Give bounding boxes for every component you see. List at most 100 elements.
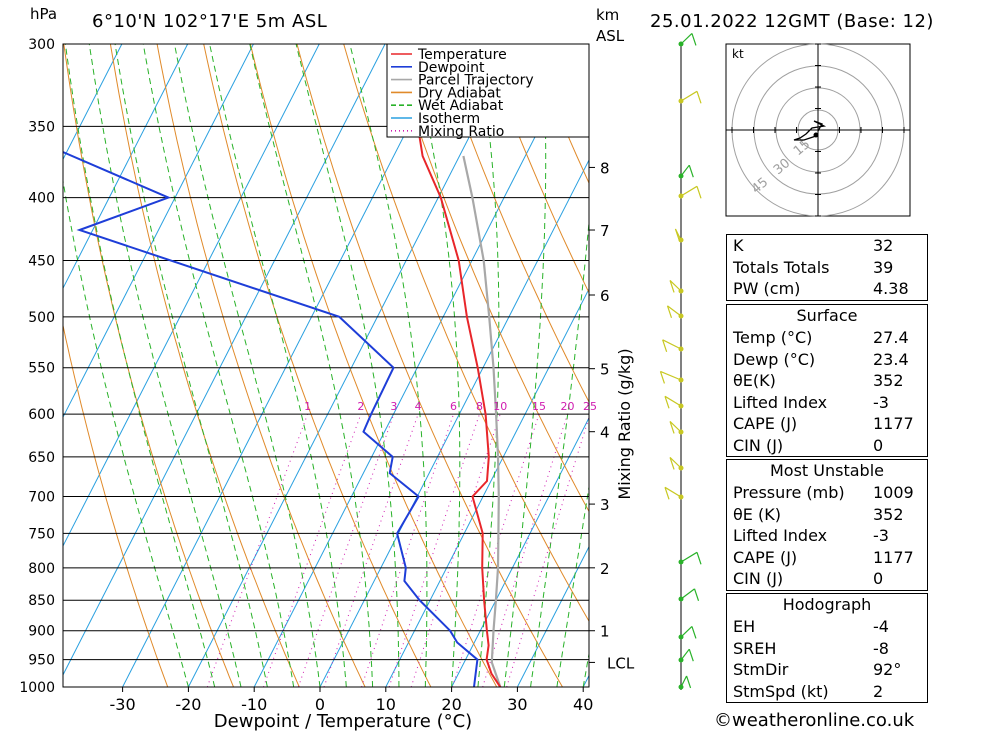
wind-barb-shaft xyxy=(680,33,693,45)
pressure-tick-label: 950 xyxy=(28,653,55,669)
dry-adiabat-line xyxy=(436,44,589,403)
mixing-ratio-label: 25 xyxy=(583,400,597,413)
x-tick-label: -10 xyxy=(241,695,267,714)
dry-adiabat-line xyxy=(343,44,589,623)
table-row: CIN (J) 0 xyxy=(733,435,884,455)
wind-barb-flag xyxy=(674,228,681,242)
wind-barb-shaft xyxy=(680,551,698,563)
mixing-ratio-axis-label: Mixing Ratio (g/kg) xyxy=(615,348,634,499)
plot-frame xyxy=(62,43,590,688)
wind-barbs xyxy=(659,33,702,690)
mixing-ratio-label: 20 xyxy=(560,400,574,413)
profiles xyxy=(63,44,502,687)
table-row: Lifted Index -3 xyxy=(733,526,889,545)
asl-label: ASL xyxy=(596,27,625,45)
datetime-title: 25.01.2022 12GMT (Base: 12) xyxy=(650,11,934,32)
legend-entry: Wet Adiabat xyxy=(418,98,504,114)
legend-entry: Temperature xyxy=(417,47,507,63)
wind-barb-flag xyxy=(696,552,702,565)
isotherm-line xyxy=(319,158,589,687)
wind-barb-shaft xyxy=(680,588,695,600)
legend-entry: Dry Adiabat xyxy=(418,85,501,101)
wind-barb-shaft xyxy=(664,395,682,407)
wet-adiabat-line xyxy=(142,44,295,687)
isotherm-line xyxy=(63,44,386,676)
wet-adiabat-line xyxy=(249,44,374,687)
wet-adiabat-line xyxy=(64,44,216,687)
wet-adiabat-line xyxy=(114,44,268,687)
isotherm-line xyxy=(385,287,589,687)
wind-barb-flag xyxy=(688,164,694,178)
table-row: StmDir 92° xyxy=(733,660,902,679)
surface-table: Surface Temp (°C) 27.4 Dewp (°C) 23.4 θE(K… xyxy=(726,304,928,457)
hodograph-title: Hodograph xyxy=(782,595,872,614)
legend-entry: Isotherm xyxy=(418,111,480,127)
table-row: θE (K) 352 xyxy=(733,504,904,524)
dry-adiabat-line xyxy=(296,44,563,687)
mixing-ratio-line xyxy=(506,415,589,687)
km-tick-label: 5 xyxy=(600,361,610,379)
legend-box xyxy=(386,43,590,138)
mixing-ratio-line xyxy=(388,414,480,687)
km-tick-label: LCL xyxy=(607,654,635,672)
x-tick-label: 30 xyxy=(507,695,527,714)
wind-barb-flag xyxy=(669,421,675,434)
pressure-tick-label: 600 xyxy=(28,407,55,423)
isotherm-line xyxy=(63,44,254,419)
wind-barb-flag xyxy=(666,305,673,319)
table-row: SREH -8 xyxy=(733,638,889,658)
temperature-line xyxy=(403,44,502,687)
pressure-tick-label: 900 xyxy=(28,624,55,640)
wind-barb-flag xyxy=(685,675,692,689)
wet-adiabat-line xyxy=(349,44,428,687)
wind-barb-shaft xyxy=(680,626,693,638)
x-tick-label: 0 xyxy=(315,695,325,714)
pressure-tick-label: 550 xyxy=(28,361,55,377)
mixing-ratio-labels: 1 2 3 4 6 8 10 15 20 25 xyxy=(304,400,597,413)
most-unstable-table: Most Unstable Pressure (mb) 1009 θE (K) 35… xyxy=(726,459,928,591)
wind-barb-flag xyxy=(664,487,670,500)
wind-barb-flag xyxy=(696,186,702,199)
legend-entry: Dewpoint xyxy=(418,60,485,76)
most-unstable-title: Most Unstable xyxy=(770,461,884,480)
dry-adiabat-line xyxy=(950,44,1000,687)
wind-barb-flag xyxy=(696,91,702,104)
isotherm-line xyxy=(516,545,589,687)
km-ticks: 8 7 6 5 4 3 2 1 LCL xyxy=(589,159,635,672)
mixing-ratio-label: 3 xyxy=(390,400,397,413)
km-tick-label: 1 xyxy=(600,623,610,641)
wind-barb-shaft xyxy=(660,370,682,381)
table-row: Dewp (°C) 23.4 xyxy=(733,349,909,369)
mixing-ratio-line xyxy=(206,414,309,687)
wet-adiabat-line xyxy=(503,44,547,687)
table-row: θE(K) 352 xyxy=(733,371,904,390)
wind-barb-shaft xyxy=(680,185,698,197)
x-tick-label: -20 xyxy=(175,695,201,714)
isotherm-line xyxy=(63,44,123,161)
pressure-levels: 300 350 400 450 500 550 600 650 700 750 800 850 900 9… xyxy=(19,37,589,696)
pressure-tick-label: 650 xyxy=(28,450,55,466)
wind-barb-flag xyxy=(669,280,675,293)
isotherm-line xyxy=(451,416,589,687)
hodograph-table: Hodograph EH -4 SREH -8 StmDir 92° StmSpd (… xyxy=(726,593,928,703)
km-asl-label: km ASL xyxy=(596,5,624,47)
pressure-tick-label: 800 xyxy=(28,561,55,577)
km-tick-label: 7 xyxy=(600,222,610,240)
wind-barb-shaft xyxy=(662,339,682,350)
km-tick-label: 6 xyxy=(600,287,610,305)
copyright-footer: ©weatheronline.co.uk xyxy=(714,710,915,731)
wind-barb-shaft xyxy=(669,421,682,433)
table-row: PW (cm) 4.38 xyxy=(733,279,909,298)
dry-adiabat-line xyxy=(483,44,589,294)
wind-barb-flag xyxy=(659,371,665,384)
table-row: StmSpd (kt) 2 xyxy=(733,681,884,701)
mixing-ratio-label: 8 xyxy=(476,400,483,413)
wind-barb-flag xyxy=(669,457,675,470)
pressure-tick-label: 350 xyxy=(28,119,55,135)
wind-barb-flag xyxy=(664,396,670,409)
mixing-ratio-label: 2 xyxy=(357,400,364,413)
hodograph-unit-label: kt xyxy=(732,47,744,61)
wind-barb-shaft xyxy=(669,280,682,292)
hpa-unit-label: hPa xyxy=(30,5,58,23)
